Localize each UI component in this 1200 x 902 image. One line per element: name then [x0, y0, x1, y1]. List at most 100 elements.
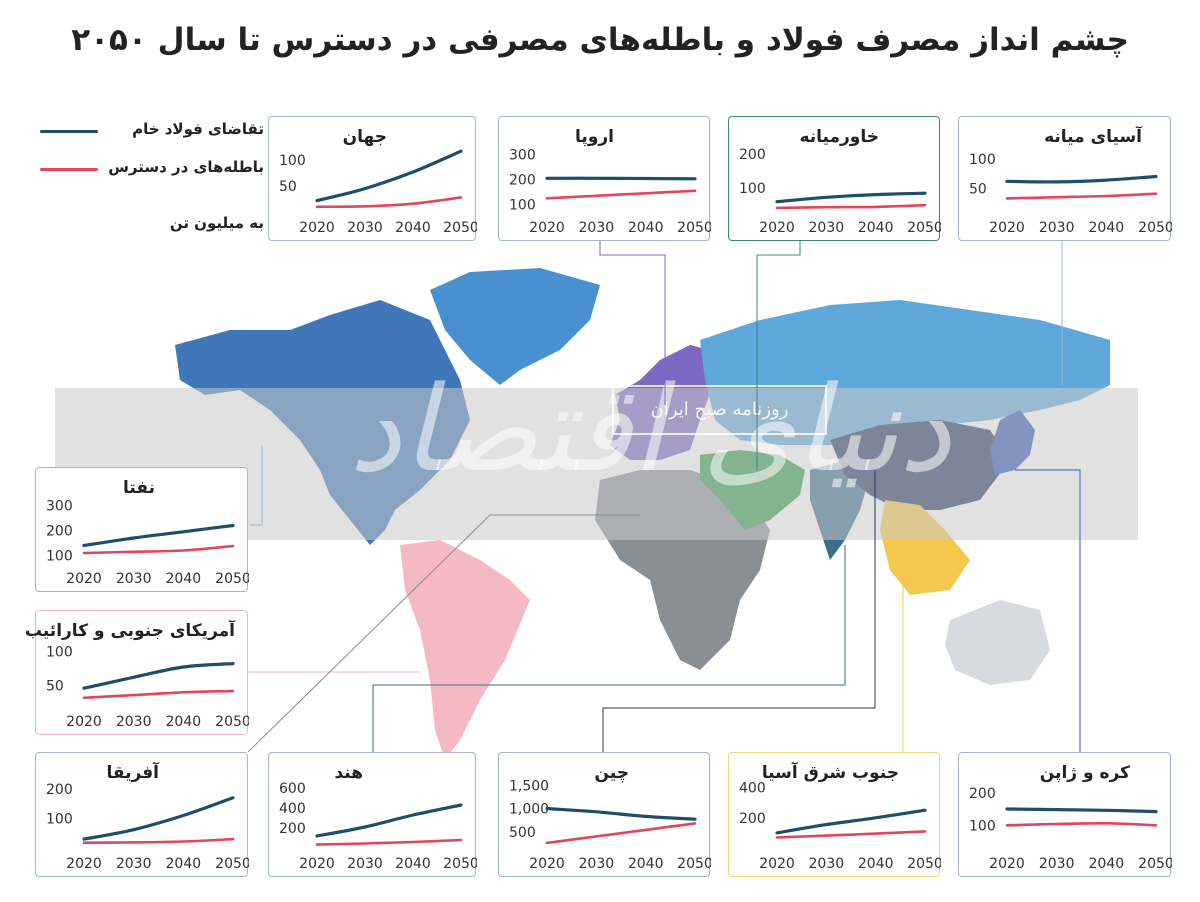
series-line-demand — [545, 806, 697, 821]
x-tick-label: 2030 — [116, 571, 152, 587]
x-tick-label: 2030 — [1039, 220, 1075, 236]
x-tick-label: 2020 — [759, 220, 795, 236]
x-tick-label: 2020 — [66, 856, 102, 872]
y-tick-label: 600 — [279, 781, 306, 797]
chart-title: اروپا — [575, 127, 614, 147]
series-line-scrap — [775, 203, 927, 210]
chart-title: چین — [594, 763, 630, 783]
chart-panel: اروپا 100 200 300 2020 2030 2040 2050 — [498, 116, 711, 241]
x-tick-label: 2050 — [907, 220, 941, 236]
y-tick-label: 100 — [279, 153, 306, 169]
chart-panel: آفریقا 100 200 2020 2030 2040 2050 — [35, 752, 249, 877]
y-tick-label: 400 — [739, 781, 766, 797]
chart-plot: 50 100 2020 2030 2040 2050 — [279, 149, 477, 236]
chart-plot: 50 100 2020 2030 2040 2050 — [969, 152, 1172, 236]
x-tick-label: 2050 — [1138, 220, 1172, 236]
chart-panel: جهان 50 100 2020 2030 2040 2050 — [268, 116, 477, 241]
x-tick-label: 2030 — [116, 856, 152, 872]
chart-plot: 50 100 2020 2030 2040 2050 — [46, 644, 249, 730]
y-tick-label: 400 — [279, 801, 306, 817]
y-tick-label: 100 — [46, 644, 73, 660]
y-tick-label: 50 — [46, 678, 64, 694]
chart-panel: جنوب شرق آسیا 200 400 2020 2030 2040 2050 — [728, 752, 941, 877]
chart-plot: 500 1,000 1,500 2020 2030 2040 2050 — [509, 778, 711, 872]
x-tick-label: 2040 — [858, 856, 894, 872]
y-tick-label: 200 — [279, 821, 306, 837]
y-tick-label: 200 — [739, 147, 766, 163]
connector-africa — [247, 514, 640, 753]
series-line-scrap — [775, 830, 927, 839]
x-tick-label: 2020 — [989, 220, 1025, 236]
x-tick-label: 2050 — [677, 856, 711, 872]
x-tick-label: 2040 — [1089, 856, 1125, 872]
x-tick-label: 2050 — [215, 856, 249, 872]
series-line-demand — [82, 662, 235, 690]
chart-plot: 200 400 2020 2030 2040 2050 — [739, 781, 941, 872]
x-tick-label: 2030 — [347, 856, 383, 872]
connector-nafta — [250, 445, 263, 526]
series-line-scrap — [545, 822, 697, 845]
y-tick-label: 50 — [969, 181, 987, 197]
chart-panel: آسیای میانه 50 100 2020 2030 2040 2050 — [958, 116, 1172, 241]
y-tick-label: 200 — [739, 811, 766, 827]
legend: تقاضای فولاد خام باطله‌های در دسترس به م… — [34, 118, 264, 232]
chart-plot: 200 400 600 2020 2030 2040 2050 — [279, 781, 477, 872]
chart-panel: خاورمیانه 100 200 2020 2030 2040 2050 — [728, 116, 941, 241]
map-australia — [945, 600, 1050, 685]
x-tick-label: 2030 — [116, 714, 152, 730]
connector-europe — [599, 240, 666, 405]
x-tick-label: 2040 — [628, 220, 664, 236]
x-tick-label: 2040 — [166, 571, 202, 587]
x-tick-label: 2020 — [299, 220, 335, 236]
chart-plot: 100 200 2020 2030 2040 2050 — [969, 786, 1172, 872]
chart-title: کره و ژاپن — [1039, 763, 1130, 783]
x-tick-label: 2030 — [579, 220, 615, 236]
y-tick-label: 100 — [509, 198, 536, 214]
x-tick-label: 2050 — [215, 571, 249, 587]
connector-japan — [1015, 469, 1081, 752]
x-tick-label: 2040 — [1089, 220, 1125, 236]
x-tick-label: 2040 — [395, 220, 431, 236]
series-line-scrap — [315, 196, 463, 209]
y-tick-label: 1,500 — [509, 778, 549, 794]
y-tick-label: 1,000 — [509, 802, 549, 818]
series-line-demand — [1005, 807, 1158, 814]
x-tick-label: 2040 — [166, 714, 202, 730]
series-line-scrap — [1005, 821, 1158, 827]
chart-panel: چین 500 1,000 1,500 2020 2030 2040 2050 — [498, 752, 711, 877]
y-tick-label: 100 — [969, 152, 996, 168]
chart-title: خاورمیانه — [799, 127, 879, 147]
series-line-scrap — [82, 544, 235, 555]
chart-title: نفتا — [123, 478, 155, 498]
x-tick-label: 2040 — [628, 856, 664, 872]
y-tick-label: 200 — [46, 782, 73, 798]
x-tick-label: 2020 — [66, 714, 102, 730]
series-line-demand — [315, 149, 463, 203]
chart-title: جنوب شرق آسیا — [761, 763, 899, 783]
x-tick-label: 2050 — [443, 856, 477, 872]
connector-middle-east — [756, 240, 801, 470]
y-tick-label: 100 — [46, 811, 73, 827]
series-line-demand — [315, 803, 463, 838]
chart-title: جهان — [342, 127, 387, 147]
series-line-scrap — [545, 189, 697, 200]
legend-unit: به میلیون تن — [169, 214, 264, 232]
legend-swatch-scrap — [40, 168, 98, 171]
x-tick-label: 2030 — [579, 856, 615, 872]
legend-item-scrap: باطله‌های در دسترس — [34, 156, 264, 186]
y-tick-label: 100 — [969, 818, 996, 834]
chart-title: هند — [334, 763, 363, 783]
series-line-scrap — [1005, 192, 1158, 200]
legend-label-scrap: باطله‌های در دسترس — [108, 158, 264, 176]
chart-plot: 100 200 300 2020 2030 2040 2050 — [509, 148, 711, 237]
legend-item-demand: تقاضای فولاد خام — [34, 118, 264, 148]
connector-china — [602, 470, 876, 752]
y-tick-label: 50 — [279, 179, 297, 195]
series-line-scrap — [82, 837, 235, 844]
y-tick-label: 500 — [509, 825, 536, 841]
chart-title: آسیای میانه — [1044, 127, 1142, 147]
watermark-text: روزنامه صبح ایران — [612, 385, 827, 435]
series-line-demand — [82, 796, 235, 841]
